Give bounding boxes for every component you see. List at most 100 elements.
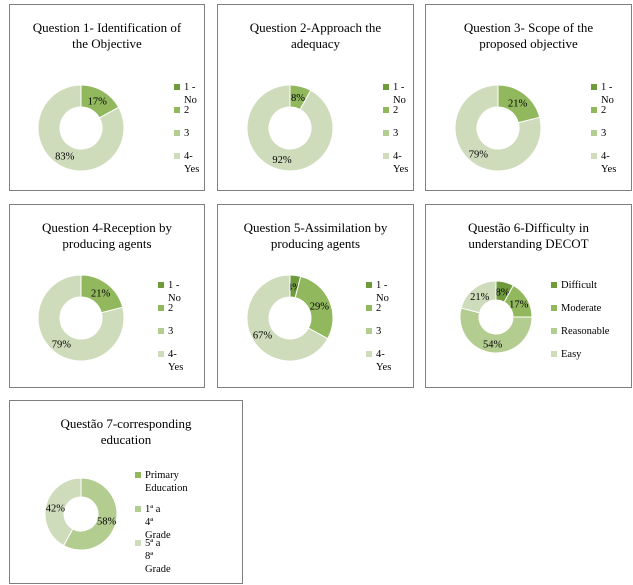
legend-swatch	[383, 130, 389, 136]
legend-item-1-no: 1 - No	[158, 279, 181, 305]
chart-panel-q6: Questão 6-Difficulty in understanding DE…	[425, 204, 632, 388]
legend-label: 2	[393, 105, 399, 116]
legend-swatch	[591, 84, 597, 90]
legend-swatch	[383, 84, 389, 90]
legend-swatch	[158, 305, 164, 311]
donut-slice-4-yes	[37, 274, 125, 362]
chart-title: Questão 6-Difficulty in understanding DE…	[467, 220, 590, 251]
legend-item-primary-education: Primary Education	[135, 469, 188, 495]
legend-swatch	[366, 305, 372, 311]
legend-label: Moderate	[561, 303, 602, 314]
donut-slice-5-a-8-grade	[44, 477, 82, 547]
legend-item-2: 2	[158, 302, 173, 315]
legend-item-4-yes: 4- Yes	[158, 348, 183, 374]
legend-swatch	[158, 328, 164, 334]
slice-label-easy: 21%	[470, 292, 490, 303]
legend-item-4-yes: 4- Yes	[366, 348, 391, 374]
chart-title: Question 2-Approach the adequacy	[249, 20, 382, 51]
legend-label: 3	[168, 326, 174, 337]
legend-item-3: 3	[174, 127, 189, 140]
legend-label: 1ª a 4ª Grade	[145, 504, 171, 541]
slice-label-moderate: 17%	[509, 300, 529, 311]
legend-label: 4- Yes	[168, 349, 184, 373]
legend-swatch	[551, 305, 557, 311]
legend-item-1-no: 1 - No	[591, 81, 614, 107]
donut-chart: 21% 79%	[37, 274, 125, 362]
legend-swatch	[366, 351, 372, 357]
legend-label: 4- Yes	[376, 349, 392, 373]
legend-swatch	[174, 153, 180, 159]
chart-panel-q1: Question 1- Identification of the Object…	[9, 4, 205, 191]
legend-item-2: 2	[174, 104, 189, 117]
legend-swatch	[383, 153, 389, 159]
donut-slice-reasonable	[459, 307, 533, 354]
donut-slice-easy	[460, 280, 497, 314]
slice-label-difficult: 8%	[496, 287, 510, 298]
legend-swatch	[551, 282, 557, 288]
legend-item-4-yes: 4- Yes	[383, 150, 408, 176]
legend-item-3: 3	[383, 127, 398, 140]
legend-item-1-no: 1 - No	[383, 81, 406, 107]
donut-slice-4-yes	[454, 84, 542, 172]
chart-panel-q2: Question 2-Approach the adequacy 8% 92% 1…	[217, 4, 414, 191]
legend-label: 2	[184, 105, 190, 116]
legend-item-2: 2	[383, 104, 398, 117]
slice-label-reasonable: 54%	[483, 339, 503, 350]
legend-label: 4- Yes	[601, 151, 617, 175]
legend-swatch	[551, 351, 557, 357]
legend-label: Easy	[561, 349, 582, 360]
donut-slice-4-yes	[246, 274, 329, 362]
legend-item-3: 3	[366, 325, 381, 338]
slice-label-4-yes: 83%	[55, 152, 75, 163]
donut-slice-4-yes	[246, 84, 334, 172]
legend-label: 3	[184, 128, 190, 139]
legend-item-2: 2	[591, 104, 606, 117]
slice-label-2: 17%	[88, 96, 108, 107]
chart-panel-q5: Question 5-Assimilation by producing age…	[217, 204, 414, 388]
slice-label-4-yes: 67%	[253, 330, 273, 341]
legend-swatch	[135, 540, 141, 546]
legend-label: 1 - No	[376, 280, 389, 304]
legend-label: 3	[376, 326, 382, 337]
donut-chart: 8% 92%	[246, 84, 334, 172]
legend-label: 4- Yes	[393, 151, 409, 175]
legend-swatch	[174, 84, 180, 90]
slice-label-4-yes: 92%	[272, 155, 292, 166]
donut-chart: 21% 79%	[454, 84, 542, 172]
legend-item-easy: Easy	[551, 348, 581, 361]
legend-item-1-no: 1 - No	[174, 81, 197, 107]
legend-swatch	[551, 328, 557, 334]
legend-swatch	[135, 506, 141, 512]
legend-item-moderate: Moderate	[551, 302, 601, 315]
legend-swatch	[591, 153, 597, 159]
legend-label: Difficult	[561, 280, 597, 291]
chart-panel-q7: Questão 7-corresponding education 58% 42%…	[9, 400, 243, 584]
slice-label-2: 8%	[291, 93, 305, 104]
chart-panel-q4: Question 4-Reception by producing agents…	[9, 204, 205, 388]
slice-label-4-yes: 79%	[469, 149, 489, 160]
donut-slice-1-a-4-grade	[62, 477, 118, 551]
chart-title: Question 3- Scope of the proposed object…	[463, 20, 594, 51]
legend-label: 3	[601, 128, 607, 139]
legend-item-difficult: Difficult	[551, 279, 597, 292]
legend-item-1-no: 1 - No	[366, 279, 389, 305]
legend-item-3: 3	[591, 127, 606, 140]
legend-label: Reasonable	[561, 326, 610, 337]
legend-swatch	[135, 472, 141, 478]
legend-swatch	[591, 130, 597, 136]
donut-chart: 17% 83%	[37, 84, 125, 172]
slice-label-1-no: 4%	[287, 282, 301, 293]
legend-label: 3	[393, 128, 399, 139]
legend-label: 1 - No	[393, 82, 406, 106]
legend-swatch	[158, 282, 164, 288]
slice-label-2: 29%	[310, 301, 330, 312]
legend-swatch	[366, 282, 372, 288]
donut-chart: 8% 17% 54% 21%	[459, 280, 533, 354]
legend-label: 1 - No	[168, 280, 181, 304]
legend-swatch	[366, 328, 372, 334]
legend-label: 1 - No	[184, 82, 197, 106]
legend-label: 4- Yes	[184, 151, 200, 175]
donut-slice-4-yes	[37, 84, 125, 172]
legend-item-4-yes: 4- Yes	[174, 150, 199, 176]
chart-panel-q3: Question 3- Scope of the proposed object…	[425, 4, 632, 191]
